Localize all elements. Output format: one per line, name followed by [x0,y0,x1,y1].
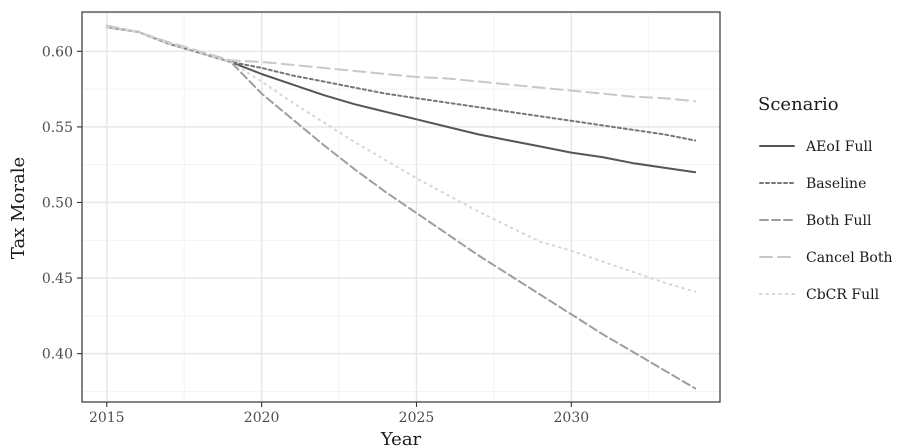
legend-items: AEoI Full Baseline Both Full Cancel Both CbC… [759,139,893,303]
plot-panel-border [81,11,721,403]
legend-label-baseline: Baseline [806,176,866,192]
y-tick-label: 0.40 [42,347,73,363]
legend-label-cbcr-full: CbCR Full [806,287,880,303]
x-tick-label: 2015 [89,410,125,426]
series-line-both-full [105,26,697,390]
y-tick-label: 0.55 [42,120,73,136]
legend-label-cancel-both: Cancel Both [806,250,893,266]
series-line-cancel-both [105,24,697,103]
legend-title: Scenario [758,94,839,115]
y-tick-label: 0.45 [42,271,73,287]
legend-label-both-full: Both Full [806,213,872,229]
y-tick-label: 0.60 [42,44,73,60]
grid-major [82,12,720,402]
series-line-baseline [105,26,697,142]
series-lines [105,24,697,390]
x-axis-tick-labels: 2015 2020 2025 2030 [89,410,589,426]
x-tick-label: 2030 [554,410,590,426]
legend-label-aeoi-full: AEoI Full [805,139,873,155]
legend: Scenario AEoI Full Baseline Both Full Cance… [758,94,893,303]
series-line-aeoi-full [105,26,697,174]
y-axis-tick-labels: 0.40 0.45 0.50 0.55 0.60 [42,44,73,362]
x-axis-title: Year [380,429,422,448]
y-axis-title: Tax Morale [8,157,29,259]
y-tick-label: 0.50 [42,195,73,211]
x-tick-label: 2025 [399,410,435,426]
series-line-cbcr-full [105,26,697,293]
x-tick-label: 2020 [244,410,280,426]
axis-ticks [77,50,572,407]
grid-minor [82,12,720,402]
